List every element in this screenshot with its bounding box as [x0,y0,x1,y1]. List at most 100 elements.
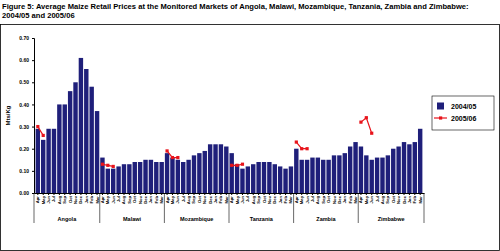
x-tick-label: Mar [418,196,423,204]
x-tick-mark [258,193,259,195]
x-tick: Feb [89,193,94,203]
x-tick: Jun [305,193,310,203]
group-separator [424,193,425,223]
y-tick: 0.00 [19,190,34,196]
x-tick-label: Jan [213,196,218,204]
x-tick-label: Jan [148,196,153,204]
group-label: Zambia [316,216,336,222]
x-tick: Apr [100,193,105,203]
x-tick-label: Oct [326,195,331,203]
x-tick-mark [86,193,87,195]
x-tick-mark [145,193,146,195]
y-axis-line [32,39,35,194]
bar [52,129,56,193]
x-tick-label: Jul [116,196,121,202]
x-tick-label: Mar [224,196,229,204]
y-tick-label: 0.50 [19,79,29,85]
bar [391,149,395,193]
x-tick: Nov [138,193,143,204]
x-tick-label: Apr [100,196,105,204]
group-label: Tanzania [250,216,274,222]
x-tick-mark [296,193,297,195]
legend-swatch [437,103,444,110]
bar [149,160,153,193]
x-tick-label: Sep [385,196,390,204]
x-tick: Dec [208,193,213,204]
x-tick-label: Apr [358,196,363,204]
bar [310,158,314,193]
x-tick-mark [226,193,227,195]
marker [370,132,373,135]
bar [224,147,228,194]
x-tick-mark [334,193,335,195]
x-tick: Jul [310,193,315,202]
x-tick-label: Feb [283,196,288,204]
x-tick-mark [247,193,248,195]
title: Figure 5: Average Maize Retail Prices at… [2,2,469,20]
x-tick: May [41,193,46,204]
bar [100,158,104,193]
x-tick: Jan [148,193,153,203]
x-tick-mark [210,193,211,195]
x-tick: Nov [267,193,272,204]
x-tick: Nov [202,193,207,204]
x-tick-mark [37,193,38,195]
bar [79,58,83,193]
x-tick: Feb [218,193,223,203]
group-label: Angola [58,216,78,222]
x-tick-label: Mar [159,196,164,204]
x-tick-mark [404,193,405,195]
bar [89,87,93,193]
x-tick-mark [393,193,394,195]
marker [165,149,168,152]
x-tick-label: Dec [337,195,342,203]
x-tick-mark [339,193,340,195]
x-tick-mark [91,193,92,195]
bar [305,160,309,193]
y-tick-mark [32,104,34,105]
bar [278,166,282,193]
y-tick: 0.40 [19,102,34,108]
x-tick: Jun [369,193,374,203]
x-tick: Dec [272,193,277,204]
bar [229,153,233,193]
x-tick-label: Jan [278,196,283,204]
x-tick: Nov [396,193,401,204]
bar [267,162,271,193]
x-tick: Jul [375,193,380,202]
x-tick-label: Feb [218,196,223,204]
x-tick-mark [177,193,178,195]
y-tick-mark [32,82,34,83]
x-tick-label: Jun [46,196,51,204]
x-tick-mark [140,193,141,195]
x-tick-mark [129,193,130,195]
x-tick: Nov [332,193,337,204]
x-tick-mark [382,193,383,195]
x-tick-mark [156,193,157,195]
y-tick-label: 0.70 [19,35,29,41]
x-tick: Aug [315,193,320,204]
bar [116,166,120,193]
x-tick-mark [48,193,49,195]
x-tick: Jun [240,193,245,203]
x-tick-label: Apr [165,196,170,204]
x-tick-mark [398,193,399,195]
chart: Figure 5: Average Maize Retail Prices at… [0,0,500,251]
y-tick-mark [32,149,34,150]
x-tick: Apr [165,193,170,203]
bar [106,169,110,193]
bar [326,160,330,193]
y-tick-label: 0.10 [19,168,29,174]
x-tick: Feb [283,193,288,203]
x-tick-label: Aug [251,196,256,205]
bar [192,155,196,193]
x-tick-mark [237,193,238,195]
x-tick: Oct [326,193,331,203]
x-tick-label: Nov [332,195,337,204]
x-tick-mark [118,193,119,195]
x-tick: Aug [57,193,62,204]
x-tick: Jun [46,193,51,203]
x-tick-label: Feb [348,196,353,204]
x-tick-label: Nov [73,195,78,204]
x-tick: Dec [337,193,342,204]
